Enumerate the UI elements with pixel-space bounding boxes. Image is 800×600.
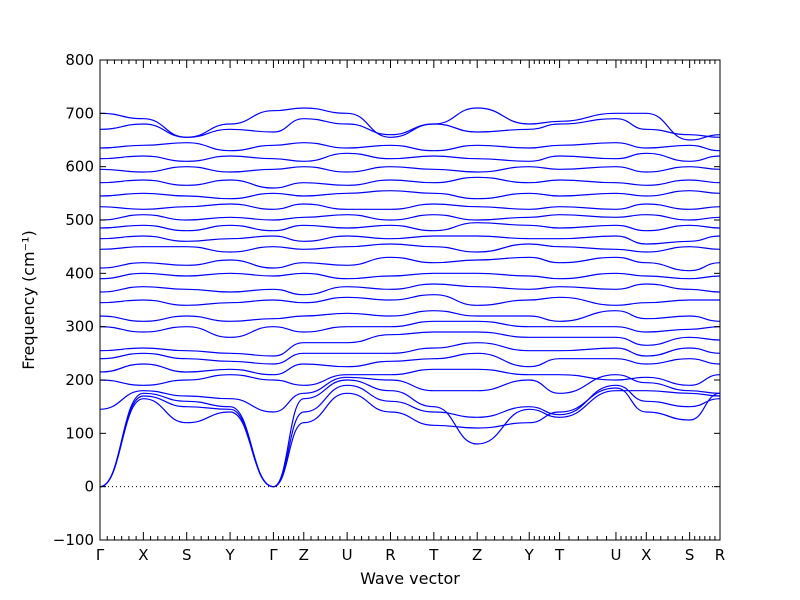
x-tick-label: Γ xyxy=(269,546,278,564)
band-line xyxy=(99,142,721,152)
y-axis-ticks: −100 0 100 200 300 400 500 600 700 800 xyxy=(53,51,720,549)
band-line xyxy=(99,256,721,272)
y-axis-title: Frequency (cm⁻¹) xyxy=(19,230,38,369)
x-tick-label: U xyxy=(610,546,621,564)
band-line xyxy=(99,166,721,173)
plot-frame xyxy=(99,59,721,541)
band-line xyxy=(99,176,721,189)
band-line xyxy=(99,387,721,488)
x-tick-label: R xyxy=(715,546,725,564)
y-tick-label: 100 xyxy=(65,424,94,442)
y-tick-label: 800 xyxy=(65,51,94,69)
x-tick-label: T xyxy=(554,546,565,564)
x-tick-label: Y xyxy=(524,546,535,564)
y-tick-label: 0 xyxy=(84,478,94,496)
y-tick-label: 300 xyxy=(65,318,94,336)
band-line xyxy=(99,203,721,210)
band-line xyxy=(99,294,720,306)
y-tick-label: 700 xyxy=(65,104,94,122)
band-line xyxy=(99,243,721,253)
band-line xyxy=(99,190,721,200)
x-axis-title: Wave vector xyxy=(360,569,460,588)
x-tick-label: Γ xyxy=(96,546,105,564)
x-tick-label: Z xyxy=(472,546,482,564)
y-tick-label: 400 xyxy=(65,264,94,282)
x-tick-label: Z xyxy=(299,546,309,564)
band-line xyxy=(99,152,721,162)
x-tick-label: S xyxy=(685,546,695,564)
band-line xyxy=(99,331,721,357)
y-tick-label: −100 xyxy=(53,531,94,549)
band-line xyxy=(99,107,721,141)
band-line xyxy=(99,214,721,221)
band-line xyxy=(99,272,721,280)
x-tick-label: T xyxy=(428,546,439,564)
band-line xyxy=(99,368,721,386)
x-tick-label: Y xyxy=(224,546,235,564)
band-line xyxy=(99,379,721,488)
x-tick-label: U xyxy=(342,546,353,564)
band-line xyxy=(99,283,721,296)
x-tick-label: R xyxy=(385,546,395,564)
y-tick-label: 600 xyxy=(65,158,94,176)
y-tick-label: 500 xyxy=(65,211,94,229)
x-tick-label: S xyxy=(182,546,192,564)
band-line xyxy=(99,352,721,376)
band-line xyxy=(99,320,721,338)
plot-background xyxy=(100,60,720,540)
band-line xyxy=(99,384,721,488)
y-tick-label: 200 xyxy=(65,371,94,389)
band-line xyxy=(99,235,721,245)
band-line xyxy=(99,310,721,322)
x-tick-label: X xyxy=(641,546,651,564)
band-line xyxy=(99,222,721,232)
band-line xyxy=(99,342,721,365)
x-tick-label: X xyxy=(138,546,148,564)
band-lines xyxy=(99,107,721,488)
band-line xyxy=(99,118,721,138)
